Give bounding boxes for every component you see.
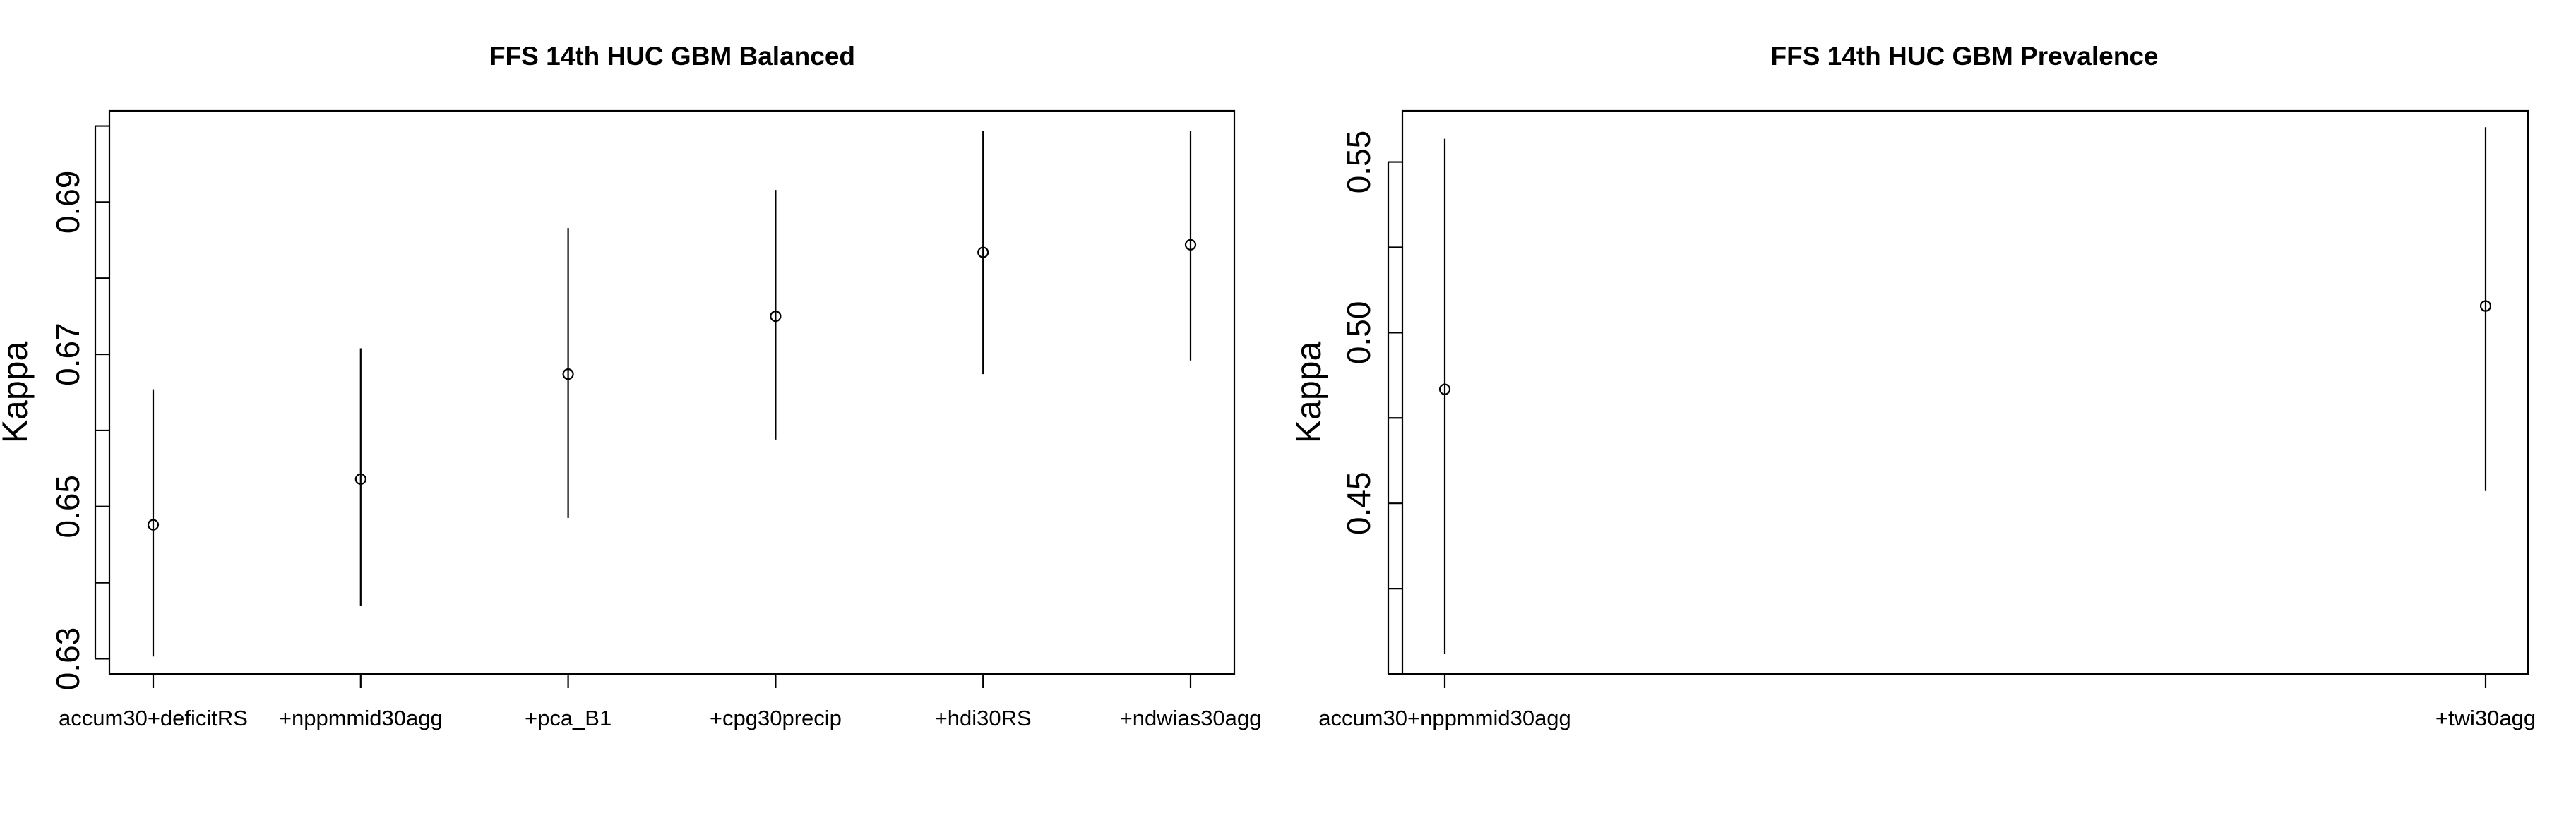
x-tick-label: accum30+deficitRS bbox=[59, 706, 248, 730]
x-tick-label: +pca_B1 bbox=[525, 706, 612, 730]
x-tick-label: +nppmmid30agg bbox=[279, 706, 443, 730]
data-point bbox=[562, 368, 574, 380]
y-axis: 0.63 0.65 0.67 0.69 bbox=[49, 125, 109, 691]
y-tick-label: 0.69 bbox=[49, 171, 86, 234]
y-axis: 0.45 0.50 0.55 bbox=[1340, 131, 1402, 675]
x-tick-label: +ndwias30agg bbox=[1120, 706, 1262, 730]
data-point bbox=[977, 246, 989, 258]
chart-title: FFS 14th HUC GBM Balanced bbox=[489, 42, 855, 71]
chart-panel-2: FFS 14th HUC GBM Prevalence 0.45 0.50 0.55 K… bbox=[1289, 42, 2536, 730]
data-point bbox=[354, 473, 366, 486]
data-point bbox=[147, 519, 160, 531]
data-point bbox=[2479, 300, 2492, 312]
x-tick-label: accum30+nppmmid30agg bbox=[1318, 706, 1571, 730]
y-tick-label: 0.50 bbox=[1340, 301, 1377, 365]
x-axis: accum30+nppmmid30agg +twi30agg bbox=[1318, 674, 2536, 730]
data-point bbox=[1438, 383, 1451, 395]
y-tick-label: 0.45 bbox=[1340, 471, 1377, 535]
x-tick-label: +hdi30RS bbox=[935, 706, 1032, 730]
y-tick-label: 0.63 bbox=[49, 627, 86, 691]
y-tick-label: 0.55 bbox=[1340, 131, 1377, 194]
data-series bbox=[147, 131, 1197, 657]
data-point bbox=[770, 311, 782, 323]
chart-title: FFS 14th HUC GBM Prevalence bbox=[1771, 42, 2159, 71]
x-tick-label: +cpg30precip bbox=[710, 706, 842, 730]
plot-frame bbox=[108, 109, 1236, 675]
x-tick-label: +twi30agg bbox=[2435, 706, 2536, 730]
y-tick-label: 0.65 bbox=[49, 475, 86, 538]
y-axis-title: Kappa bbox=[0, 342, 35, 444]
y-axis-title: Kappa bbox=[1289, 342, 1328, 444]
chart-panel-1: FFS 14th HUC GBM Balanced0.630.650.670.6… bbox=[0, 42, 1261, 730]
plot-frame bbox=[1401, 109, 2529, 675]
x-axis: accum30+deficitRS +nppmmid30agg +pca_B1 +cp… bbox=[59, 674, 1261, 730]
data-series bbox=[1438, 127, 2492, 654]
data-point bbox=[1184, 239, 1197, 251]
y-tick-label: 0.67 bbox=[49, 323, 86, 386]
